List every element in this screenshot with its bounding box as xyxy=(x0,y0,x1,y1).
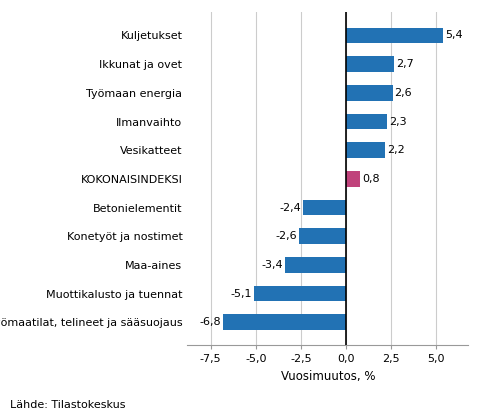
Text: 2,2: 2,2 xyxy=(387,145,405,155)
Text: -2,4: -2,4 xyxy=(279,203,301,213)
Text: -2,6: -2,6 xyxy=(276,231,297,241)
Bar xyxy=(299,228,346,244)
Text: 2,3: 2,3 xyxy=(389,116,407,126)
Text: -5,1: -5,1 xyxy=(231,289,252,299)
Bar xyxy=(346,142,386,158)
Bar xyxy=(284,257,346,273)
Bar xyxy=(346,114,387,129)
Bar xyxy=(346,27,443,43)
X-axis label: Vuosimuutos, %: Vuosimuutos, % xyxy=(281,370,375,383)
Text: 5,4: 5,4 xyxy=(445,30,462,40)
Bar xyxy=(346,56,394,72)
Bar xyxy=(303,200,346,215)
Text: 2,6: 2,6 xyxy=(394,88,412,98)
Bar xyxy=(254,286,346,302)
Text: 0,8: 0,8 xyxy=(362,174,380,184)
Text: -3,4: -3,4 xyxy=(261,260,283,270)
Text: Lähde: Tilastokeskus: Lähde: Tilastokeskus xyxy=(10,400,125,410)
Bar xyxy=(346,85,393,101)
Bar xyxy=(223,314,346,330)
Bar xyxy=(346,171,360,187)
Text: 2,7: 2,7 xyxy=(396,59,414,69)
Text: -6,8: -6,8 xyxy=(200,317,221,327)
